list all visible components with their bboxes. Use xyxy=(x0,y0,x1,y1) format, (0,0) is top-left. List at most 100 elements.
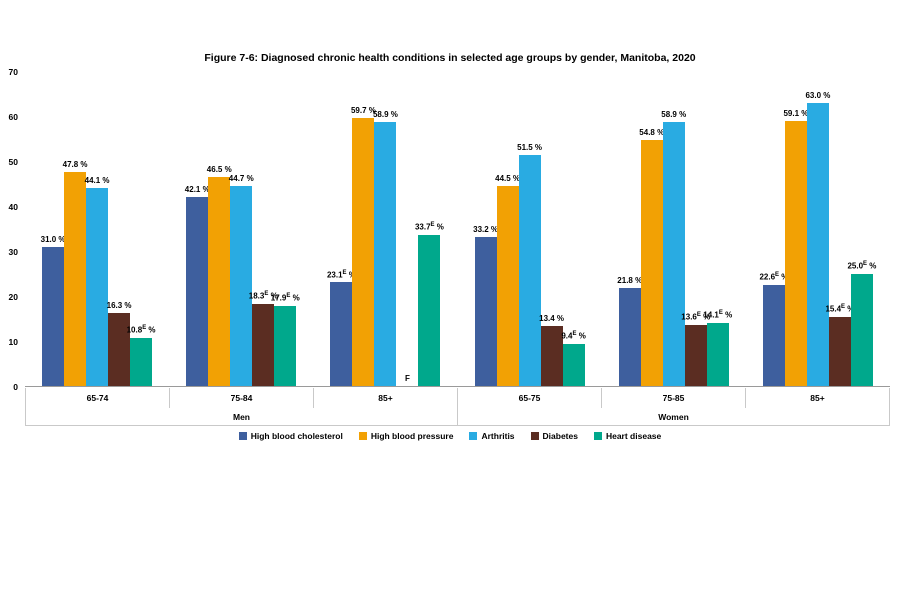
bar-rect xyxy=(850,273,873,386)
bar-rect xyxy=(352,118,375,386)
y-axis-tick-label: 60 xyxy=(8,112,18,122)
bar-high-blood-pressure: 54.8 % xyxy=(639,72,664,386)
legend-label: Heart disease xyxy=(605,431,662,441)
age-axis-label: 85+ xyxy=(313,388,457,408)
y-axis-tick-label: 30 xyxy=(8,247,18,257)
bar-group-women-65-75: 33.2 % 44.5 % 51.5 % 13.4 % 9.4E % xyxy=(458,72,602,386)
legend-label: Diabetes xyxy=(542,431,578,441)
y-axis-tick-label: 50 xyxy=(8,157,18,167)
legend-label: High blood cholesterol xyxy=(250,431,343,441)
bar-value-label: F xyxy=(404,374,410,383)
bar-value-label: 59.1 % xyxy=(783,108,809,118)
legend-swatch-icon xyxy=(593,432,602,440)
y-axis-tick-label: 20 xyxy=(8,292,18,302)
bar-value-label: 51.5 % xyxy=(517,143,543,152)
bar-diabetes: 18.3E % xyxy=(249,72,278,386)
gender-axis-label: Men xyxy=(25,408,457,425)
bar-value-label: 42.1 % xyxy=(184,185,210,195)
bar-value-label: 44.1 % xyxy=(84,176,110,186)
legend-swatch-icon xyxy=(469,432,478,440)
bar-value-label: 14.1E % xyxy=(703,310,733,320)
bar-diabetes: 13.4 % xyxy=(539,72,565,386)
bar-diabetes: 16.3 % xyxy=(106,72,132,386)
bar-value-label: 13.4 % xyxy=(539,313,565,323)
bar-diabetes: F xyxy=(396,72,418,386)
bar-diabetes: 15.4E % xyxy=(825,72,854,386)
bar-high-blood-cholesterol: 21.8 % xyxy=(617,72,642,386)
legend-item-arthritis: Arthritis xyxy=(469,431,515,441)
legend-item-heart-disease: Heart disease xyxy=(593,431,662,441)
bar-high-blood-cholesterol: 42.1 % xyxy=(184,72,210,386)
bar-value-label: 33.7E % xyxy=(414,222,444,232)
bar-value-label: 44.7 % xyxy=(228,173,254,183)
bar-group-men-85-: 23.1E % 59.7 % 58.9 % F 33.7E % xyxy=(313,72,457,386)
age-axis-label: 75-85 xyxy=(601,388,745,408)
age-axis-label: 65-74 xyxy=(25,388,169,408)
bar-group-men-65-74: 31.0 % 47.8 % 44.1 % 16.3 % 10.8E % xyxy=(25,72,169,386)
bar-rect xyxy=(762,284,785,386)
bar-value-label: 22.6E % xyxy=(759,271,789,282)
bar-rect xyxy=(230,185,253,386)
y-axis-tick-label: 0 xyxy=(13,382,18,392)
age-axis-row: 65-74 75-84 85+ 65-75 75-85 85+ xyxy=(25,388,890,408)
legend-item-high-blood-pressure: High blood pressure xyxy=(358,431,454,441)
bar-arthritis: 58.9 % xyxy=(372,72,398,386)
bar-rect xyxy=(330,282,353,386)
bar-high-blood-pressure: 59.1 % xyxy=(783,72,809,386)
bar-value-label: 47.8 % xyxy=(62,159,88,169)
bar-rect xyxy=(618,288,641,386)
legend-swatch-icon xyxy=(358,432,367,440)
bar-heart-disease: 10.8E % xyxy=(127,72,156,386)
bar-value-label: 10.8E % xyxy=(126,324,156,335)
y-axis-tick-label: 10 xyxy=(8,337,18,347)
bar-value-label: 13.6E % xyxy=(681,312,711,322)
bar-rect xyxy=(252,303,275,386)
bar-high-blood-cholesterol: 33.2 % xyxy=(473,72,499,386)
bar-high-blood-pressure: 47.8 % xyxy=(62,72,88,386)
bar-value-label: 31.0 % xyxy=(40,234,66,244)
bar-group-men-75-84: 42.1 % 46.5 % 44.7 % 18.3E % 17.9E % xyxy=(169,72,313,386)
bar-heart-disease: 25.0E % xyxy=(847,72,876,386)
bar-arthritis: 44.7 % xyxy=(228,72,254,386)
legend-item-diabetes: Diabetes xyxy=(530,431,578,441)
bar-value-label: 9.4E % xyxy=(561,331,586,341)
bar-value-label: 58.9 % xyxy=(372,109,398,119)
bar-value-label: 17.9E % xyxy=(270,293,300,303)
age-axis-label: 75-84 xyxy=(169,388,313,408)
bar-value-label: 33.2 % xyxy=(473,225,499,235)
bar-rect xyxy=(684,325,707,386)
bar-value-label: 44.5 % xyxy=(495,174,521,184)
bar-value-label: 23.1E % xyxy=(326,269,356,280)
bar-value-label: 16.3 % xyxy=(106,300,132,310)
bar-rect xyxy=(784,120,807,386)
bar-value-label: 25.0E % xyxy=(847,261,877,271)
bar-rect xyxy=(64,171,87,386)
bar-value-label: 59.7 % xyxy=(350,106,376,116)
bar-value-label: 46.5 % xyxy=(206,165,232,175)
bar-arthritis: 58.9 % xyxy=(661,72,686,386)
legend-swatch-icon xyxy=(238,432,247,440)
plot-area: 31.0 % 47.8 % 44.1 % 16.3 % 10.8E % 42.1 % 46.… xyxy=(25,72,890,387)
bar-high-blood-cholesterol: 22.6E % xyxy=(759,72,788,386)
y-axis: 0 10 20 30 40 50 60 70 xyxy=(0,67,20,392)
bar-heart-disease: 14.1E % xyxy=(703,72,732,386)
bar-heart-disease: 17.9E % xyxy=(271,72,300,386)
bar-arthritis: 51.5 % xyxy=(517,72,543,386)
bar-heart-disease: 33.7E % xyxy=(415,72,444,386)
bar-rect xyxy=(640,140,663,386)
bar-high-blood-cholesterol: 31.0 % xyxy=(40,72,66,386)
bar-diabetes: 13.6E % xyxy=(681,72,710,386)
bar-arthritis: 44.1 % xyxy=(84,72,110,386)
gender-axis-row: Men Women xyxy=(25,408,890,426)
chart-title: Figure 7-6: Diagnosed chronic health con… xyxy=(204,52,696,64)
bar-rect xyxy=(42,246,65,386)
bar-rect xyxy=(562,343,585,386)
bar-rect xyxy=(828,316,851,386)
bar-rect xyxy=(86,188,109,386)
legend-label: High blood pressure xyxy=(370,431,454,441)
bar-rect xyxy=(418,234,441,386)
age-axis-label: 65-75 xyxy=(457,388,601,408)
bar-rect xyxy=(108,312,131,386)
bar-heart-disease: 9.4E % xyxy=(561,72,586,386)
bar-rect xyxy=(806,103,829,386)
